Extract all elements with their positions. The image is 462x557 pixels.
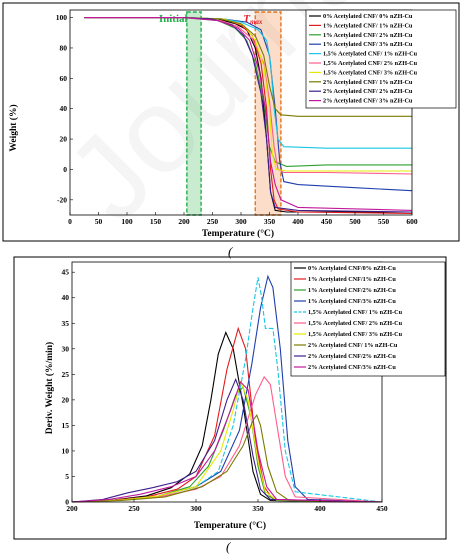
c2-x-tick-label: 400 bbox=[314, 504, 326, 513]
c1-y-tick-label: 40 bbox=[60, 104, 68, 113]
c2-legend-label-8: 2% Acetylated CNF/2% nZH-Cu bbox=[308, 353, 396, 360]
c2-y-tick-label: 20 bbox=[62, 395, 70, 404]
c1-y-tick-label: 80 bbox=[60, 43, 68, 52]
c2-legend-label-5: 1,5% Acetylated CNF/ 2% nZH-Cu bbox=[308, 320, 403, 327]
c2-plot-area bbox=[71, 261, 383, 503]
c1-x-tick-label: 100 bbox=[121, 217, 133, 226]
c1-x-tick-label: 450 bbox=[321, 217, 333, 226]
c1-legend-label-3: 1% Acetylated CNF/ 3% nZH-Cu bbox=[323, 41, 413, 48]
c1-series-line-9 bbox=[84, 17, 413, 211]
c1-legend-label-8: 2% Acetylated CNF/ 2% nZH-Cu bbox=[323, 88, 413, 95]
c1-legend-box bbox=[305, 9, 457, 109]
c1-y-tick-label: 0 bbox=[63, 165, 67, 174]
c1-x-tick-label: 600 bbox=[406, 217, 418, 226]
c1-x-tick-label: 0 bbox=[68, 217, 72, 226]
c2-legend-label-3: 1% Acetylated CNF/3% nZH-Cu bbox=[308, 298, 396, 305]
c2-x-tick-label: 350 bbox=[252, 504, 264, 513]
c2-y-tick-label: 35 bbox=[62, 319, 70, 328]
c1-x-tick-label: 150 bbox=[150, 217, 162, 226]
c2-x-tick-label: 200 bbox=[66, 504, 78, 513]
c2-y-tick-label: 40 bbox=[62, 293, 70, 302]
c1-legend-label-0: 0% Acetylated CNF/ 0% nZH-Cu bbox=[323, 13, 413, 20]
c2-legend-label-4: 1,5% Acetylated CNF/ 1% nZH-Cu bbox=[308, 309, 403, 316]
c2-y-tick-label: 25 bbox=[62, 370, 70, 379]
c1-x-tick-label: 250 bbox=[207, 217, 219, 226]
c1-y-tick-label: -20 bbox=[57, 195, 67, 204]
c1-y-tick-label: 60 bbox=[60, 74, 68, 83]
c2-y-tick-label: 30 bbox=[62, 344, 70, 353]
c1-y-tick-label: 100 bbox=[56, 13, 68, 22]
c2-series-line-6 bbox=[71, 380, 383, 503]
c2-series-line-0 bbox=[71, 331, 383, 503]
tga-x-axis-label: Temperature (°C) bbox=[202, 228, 274, 239]
c1-legend-label-6: 1,5% Acetylated CNF/ 3% nZH-Cu bbox=[323, 69, 418, 76]
tga-y-axis-label: Weight (%) bbox=[8, 104, 19, 151]
dtg-x-axis-label: Temperature (°C) bbox=[194, 520, 266, 531]
dtg-chart: 200 250 300 350 400 450 0 5 10 15 20 25 30 35 40 45 0% … bbox=[13, 256, 447, 540]
dtg-y-axis-label: Deriv. Weight (%/min) bbox=[44, 342, 55, 434]
c1-legend-label-2: 1% Acetylated CNF/ 2% nZH-Cu bbox=[323, 32, 413, 39]
c2-legend-label-6: 1,5% Acetylated CNF/ 3% nZH-Cu bbox=[308, 331, 403, 338]
caption-a: ( bbox=[228, 244, 233, 259]
c1-series-line-8 bbox=[84, 17, 413, 213]
annotation-label-1: Tmax bbox=[243, 13, 263, 26]
annotation-label-0: Initial bbox=[159, 13, 188, 25]
annotation-band-1 bbox=[254, 11, 282, 216]
c2-legend-label-7: 2% Acetylated CNF/ 1% nZH-Cu bbox=[308, 342, 398, 349]
c2-y-tick-label: 5 bbox=[65, 472, 69, 481]
c2-series-line-8 bbox=[71, 377, 383, 503]
caption-b: ( bbox=[226, 539, 231, 554]
c1-x-tick-label: 350 bbox=[264, 217, 276, 226]
c2-y-tick-label: 15 bbox=[62, 421, 70, 430]
c1-y-tick-label: 20 bbox=[60, 135, 68, 144]
c2-y-tick-label: 45 bbox=[62, 268, 70, 277]
c1-x-tick-label: 550 bbox=[378, 217, 390, 226]
dtg-frame bbox=[13, 256, 447, 540]
c2-legend-label-2: 1% Acetylated CNF/2% nZH-Cu bbox=[308, 287, 396, 294]
c1-legend-label-7: 2% Acetylated CNF/ 1% nZH-Cu bbox=[323, 79, 413, 86]
c1-legend-label-5: 1,5% Acetylated CNF/ 2% nZH-Cu bbox=[323, 60, 418, 67]
c1-x-tick-label: 50 bbox=[95, 217, 103, 226]
c2-series-line-9 bbox=[71, 380, 383, 503]
c2-y-tick-label: 0 bbox=[65, 498, 69, 507]
c1-x-tick-label: 300 bbox=[235, 217, 247, 226]
c2-series-line-2 bbox=[71, 386, 383, 503]
c1-legend-label-4: 1,5% Acetylated CNF/ 1% nZH-Cu bbox=[323, 51, 418, 58]
c2-legend-label-0: 0% Acetylated CNF/0% nZH-Cu bbox=[308, 265, 396, 272]
c1-x-tick-label: 400 bbox=[292, 217, 304, 226]
c2-legend-box bbox=[290, 261, 446, 377]
tga-frame bbox=[2, 2, 460, 242]
c2-x-tick-label: 300 bbox=[190, 504, 202, 513]
c1-x-tick-label: 200 bbox=[178, 217, 190, 226]
tga-chart: Initial Tmax 0 50 100 150 200 250 300 350 400 450 5… bbox=[2, 2, 460, 242]
c2-legend-label-1: 1% Acetylated CNF/1% nZH-Cu bbox=[308, 276, 396, 283]
c2-x-tick-label: 450 bbox=[376, 504, 388, 513]
c2-series-line-5 bbox=[71, 375, 383, 503]
c1-x-tick-label: 500 bbox=[349, 217, 361, 226]
c2-x-tick-label: 250 bbox=[128, 504, 140, 513]
c2-y-tick-label: 10 bbox=[62, 446, 70, 455]
annotation-band-0 bbox=[186, 11, 202, 216]
c1-legend-label-9: 2% Acetylated CNF/ 3% nZH-Cu bbox=[323, 98, 413, 105]
c1-legend-label-1: 1% Acetylated CNF/ 1% nZH-Cu bbox=[323, 22, 413, 29]
c2-legend-label-9: 2% Acetylated CNF/3% nZH-Cu bbox=[308, 364, 396, 371]
